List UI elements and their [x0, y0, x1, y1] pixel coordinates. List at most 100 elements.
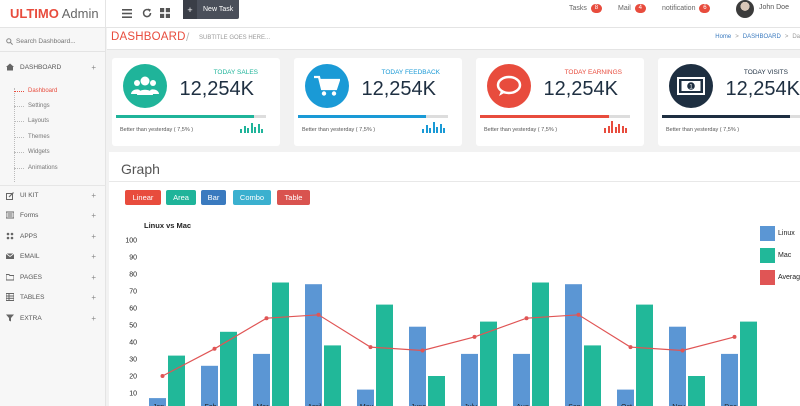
expand-icon[interactable]: + [91, 313, 96, 323]
area-button[interactable]: Area [166, 190, 196, 205]
sidebar-item-extra[interactable]: EXTRA + [0, 308, 106, 328]
sidebar-subitem-dashboard[interactable]: Dashboard [14, 88, 57, 94]
page-title: DASHBOARD [111, 31, 186, 43]
bar-linux [253, 353, 270, 406]
stat-progress [298, 115, 448, 118]
legend-swatch-linux [760, 226, 775, 241]
expand-icon[interactable]: + [91, 62, 96, 72]
sparkline-icon [240, 121, 263, 133]
expand-icon[interactable]: + [91, 251, 96, 261]
tasks-menu[interactable]: Tasks 8 [569, 4, 602, 13]
sidebar-item-label: APPS [20, 232, 38, 240]
bar-linux [617, 389, 634, 406]
sidebar-subitem-themes[interactable]: Themes [14, 134, 50, 140]
stat-label: TODAY VISITS [743, 69, 788, 76]
stat-note: Better than yesterday ( 7,5% ) [666, 127, 740, 133]
chat-bubble-icon [487, 64, 531, 108]
mail-menu[interactable]: Mail 4 [618, 4, 646, 13]
breadcrumb-separator: > [784, 34, 789, 40]
sidebar: DASHBOARD + Dashboard Settings Layouts T… [0, 28, 106, 406]
sidebar-item-dashboard[interactable]: DASHBOARD + [0, 57, 106, 77]
expand-icon[interactable]: + [91, 210, 96, 220]
average-point [316, 312, 321, 317]
legend-label: Mac [778, 252, 792, 259]
user-name[interactable]: John Doe [759, 4, 789, 11]
bar-linux [461, 353, 478, 406]
expand-icon[interactable]: + [91, 292, 96, 302]
bar-linux [669, 326, 686, 406]
sidebar-item-forms[interactable]: Forms + [0, 205, 106, 225]
bar-linux [201, 365, 218, 406]
chart-title: Linux vs Mac [144, 221, 191, 230]
x-tick-label: Oct [621, 404, 632, 406]
sidebar-item-ui-kit[interactable]: UI KIT + [0, 185, 106, 205]
bar-mac [428, 376, 445, 406]
search-input[interactable] [16, 38, 106, 45]
sidebar-item-email[interactable]: EMAIL + [0, 246, 106, 266]
sidebar-item-label: PAGES [20, 273, 42, 281]
y-tick-label: 30 [129, 357, 137, 364]
refresh-icon[interactable] [139, 4, 155, 22]
sidebar-item-pages[interactable]: PAGES + [0, 267, 106, 287]
bar-mac [376, 304, 393, 406]
stat-card-visits: 1 TODAY VISITS 12,254K Better than yeste… [658, 58, 800, 146]
x-tick-label: Jan [153, 404, 164, 406]
notification-menu[interactable]: notification 6 [662, 4, 711, 13]
legend-swatch-average [760, 270, 775, 285]
y-tick-label: 80 [129, 272, 137, 279]
avatar[interactable] [736, 0, 754, 18]
x-tick-label: Sep [568, 404, 581, 406]
tasks-label: Tasks [569, 5, 587, 12]
average-point [732, 334, 737, 339]
stat-value: 12,254K [179, 78, 254, 100]
sidebar-item-tables[interactable]: TABLES + [0, 287, 106, 307]
stat-note: Better than yesterday ( 7,5% ) [484, 127, 558, 133]
combo-button[interactable]: Combo [233, 190, 271, 205]
new-task-label: New Task [203, 6, 234, 13]
bar-chart: Linux vs Mac0102030405060708090100JanFeb… [125, 221, 800, 406]
legend-label: Averag [778, 274, 800, 281]
breadcrumb-dashboard[interactable]: DASHBOARD [742, 34, 781, 40]
bar-button[interactable]: Bar [201, 190, 226, 205]
plus-icon: + [183, 0, 197, 19]
stat-progress [662, 115, 800, 118]
users-icon [123, 64, 167, 108]
mail-badge: 4 [634, 4, 646, 13]
average-point [576, 312, 581, 317]
bar-linux [357, 389, 374, 406]
sidebar-subitem-widgets[interactable]: Widgets [14, 149, 50, 155]
expand-icon[interactable]: + [91, 191, 96, 200]
average-point [628, 345, 633, 350]
tasks-badge: 8 [590, 4, 602, 13]
expand-icon[interactable]: + [91, 231, 96, 241]
linear-button[interactable]: Linear [125, 190, 161, 205]
search-icon [6, 38, 13, 45]
table-icon [6, 293, 14, 301]
x-tick-label: Nov [672, 404, 685, 406]
breadcrumb-separator: > [735, 34, 739, 40]
brand-name: ULTIMO [10, 6, 59, 21]
average-line [162, 314, 735, 377]
list-icon [6, 211, 14, 219]
expand-icon[interactable]: + [91, 272, 96, 282]
sidebar-subitem-settings[interactable]: Settings [14, 103, 50, 109]
sparkline-icon [604, 121, 627, 133]
app-logo[interactable]: ULTIMO Admin [0, 0, 106, 28]
grid-icon[interactable] [157, 4, 173, 22]
x-tick-label: Feb [204, 404, 216, 406]
breadcrumb-home[interactable]: Home [715, 34, 732, 40]
edit-icon [6, 191, 14, 200]
bar-linux [305, 284, 322, 406]
notification-label: notification [662, 5, 696, 12]
bar-linux [513, 353, 530, 406]
sidebar-subitem-animations[interactable]: Animations [14, 165, 58, 171]
money-icon: 1 [669, 64, 713, 108]
table-button[interactable]: Table [277, 190, 310, 205]
bar-mac [636, 304, 653, 406]
new-task-button[interactable]: + New Task [183, 0, 239, 19]
stat-progress-fill [662, 115, 790, 118]
page-header: DASHBOARD / SUBTITLE GOES HERE... Home >… [107, 28, 800, 50]
sidebar-item-apps[interactable]: APPS + [0, 226, 106, 246]
sidebar-subitem-layouts[interactable]: Layouts [14, 118, 49, 124]
menu-toggle-icon[interactable] [119, 4, 135, 22]
